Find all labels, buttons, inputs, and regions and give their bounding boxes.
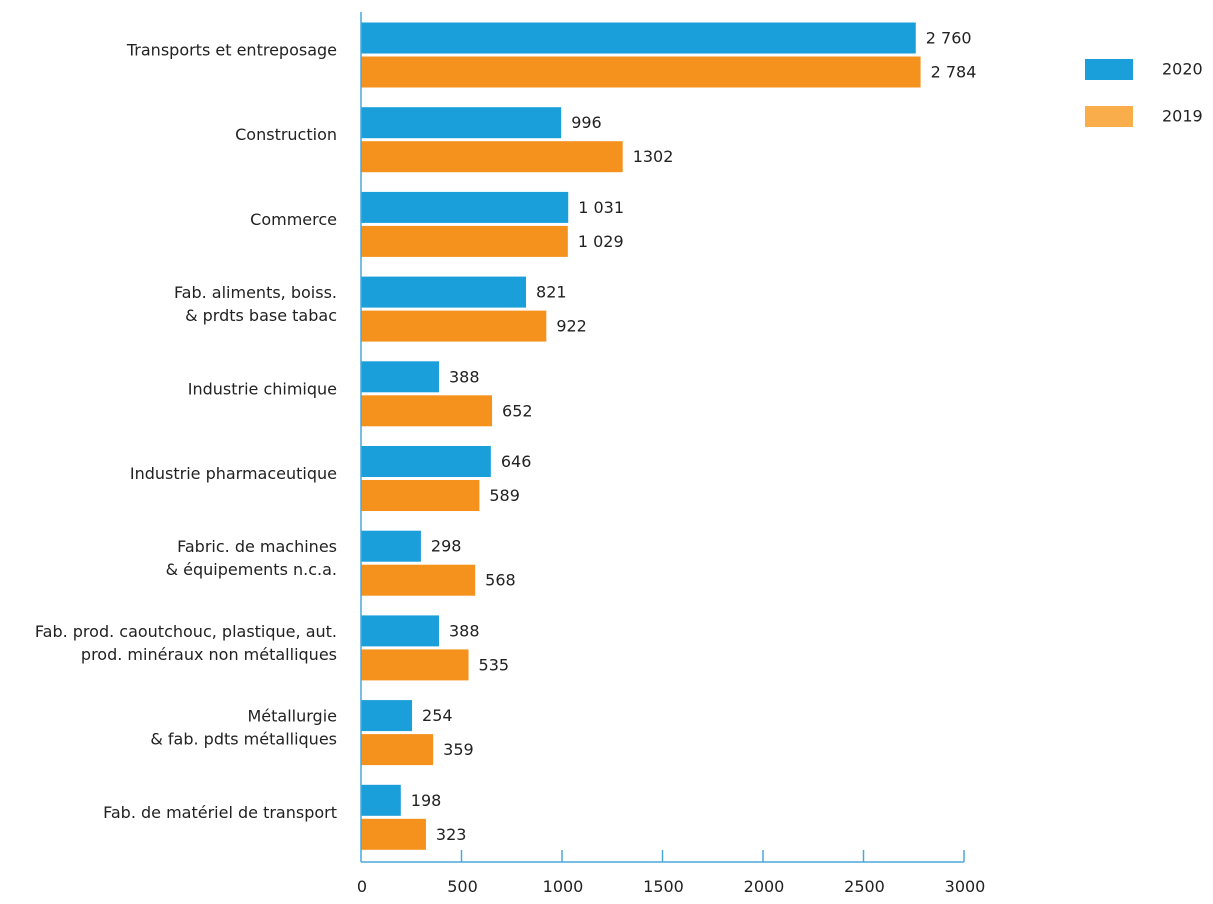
x-tick-label: 2000: [744, 877, 785, 896]
value-label-2020: 388: [449, 621, 480, 640]
bar-2019: [361, 734, 434, 766]
legend: 2020 2019: [1085, 59, 1203, 127]
category-label: Commerce: [250, 210, 337, 229]
value-label-2019: 1302: [633, 147, 674, 166]
axes: 0 500 1000 1500 2000 2500 3000: [357, 12, 985, 896]
value-label-2019: 922: [556, 317, 587, 336]
value-label-2019: 589: [489, 486, 520, 505]
value-label-2020: 821: [536, 283, 567, 302]
value-label-2020: 1 031: [578, 198, 624, 217]
bar-2019: [361, 225, 568, 257]
value-label-2019: 359: [443, 740, 474, 759]
bar-2020: [361, 361, 439, 393]
category-label: Transports et entreposage: [126, 41, 337, 60]
value-label-2020: 298: [431, 537, 462, 556]
category-label: Métallurgie & fab. pdts métalliques: [150, 707, 337, 749]
bar-2020: [361, 22, 916, 54]
bar-2020: [361, 530, 421, 562]
x-tick-label: 0: [357, 877, 367, 896]
legend-label-2019: 2019: [1162, 107, 1203, 126]
category-label: Fab. prod. caoutchouc, plastique, aut. pr…: [35, 622, 337, 664]
x-tick-label: 1500: [643, 877, 684, 896]
bar-2019: [361, 649, 469, 681]
value-label-2020: 646: [501, 452, 532, 471]
value-label-2020: 996: [571, 113, 602, 132]
bar-2019: [361, 310, 547, 342]
bar-2020: [361, 107, 562, 139]
bar-2020: [361, 784, 401, 816]
category-labels: Transports et entreposage Construction Com…: [35, 41, 337, 822]
value-label-2019: 1 029: [578, 232, 624, 251]
value-label-2019: 568: [485, 571, 516, 590]
bar-2020: [361, 446, 491, 477]
category-label: Industrie pharmaceutique: [130, 464, 337, 483]
bar-2020: [361, 191, 569, 223]
legend-swatch-2020: [1085, 59, 1133, 80]
bar-2019: [361, 818, 426, 850]
value-labels: 2 760 2 784 996 1302 1 031 1 029 821 922 388 652 6…: [411, 29, 977, 844]
value-label-2019: 535: [479, 655, 510, 674]
value-label-2019: 323: [436, 825, 467, 844]
x-tick-label: 500: [447, 877, 478, 896]
bar-2019: [361, 395, 493, 427]
value-label-2020: 2 760: [926, 29, 972, 48]
category-label: Industrie chimique: [188, 379, 337, 398]
bar-2019: [361, 564, 476, 596]
category-label: Construction: [235, 125, 337, 144]
category-label: Fabric. de machines & équipements n.c.a.: [166, 537, 337, 579]
category-label: Fab. aliments, boiss. & prdts base tabac: [174, 283, 337, 325]
bar-2019: [361, 480, 480, 511]
value-label-2020: 198: [411, 791, 442, 810]
bar-2019: [361, 56, 921, 88]
x-tick-label: 1000: [543, 877, 584, 896]
bar-2020: [361, 700, 413, 732]
value-label-2019: 2 784: [931, 63, 977, 82]
value-label-2019: 652: [502, 401, 533, 420]
x-tick-label: 3000: [945, 877, 986, 896]
bar-2020: [361, 615, 439, 647]
category-label: Fab. de matériel de transport: [103, 803, 337, 822]
value-label-2020: 254: [422, 706, 453, 725]
legend-label-2020: 2020: [1162, 60, 1203, 79]
legend-swatch-2019: [1085, 106, 1133, 127]
bar-2019: [361, 141, 623, 173]
bars-layer: [361, 22, 921, 850]
bar-2020: [361, 276, 527, 308]
x-tick-label: 2500: [844, 877, 885, 896]
value-label-2020: 388: [449, 367, 480, 386]
